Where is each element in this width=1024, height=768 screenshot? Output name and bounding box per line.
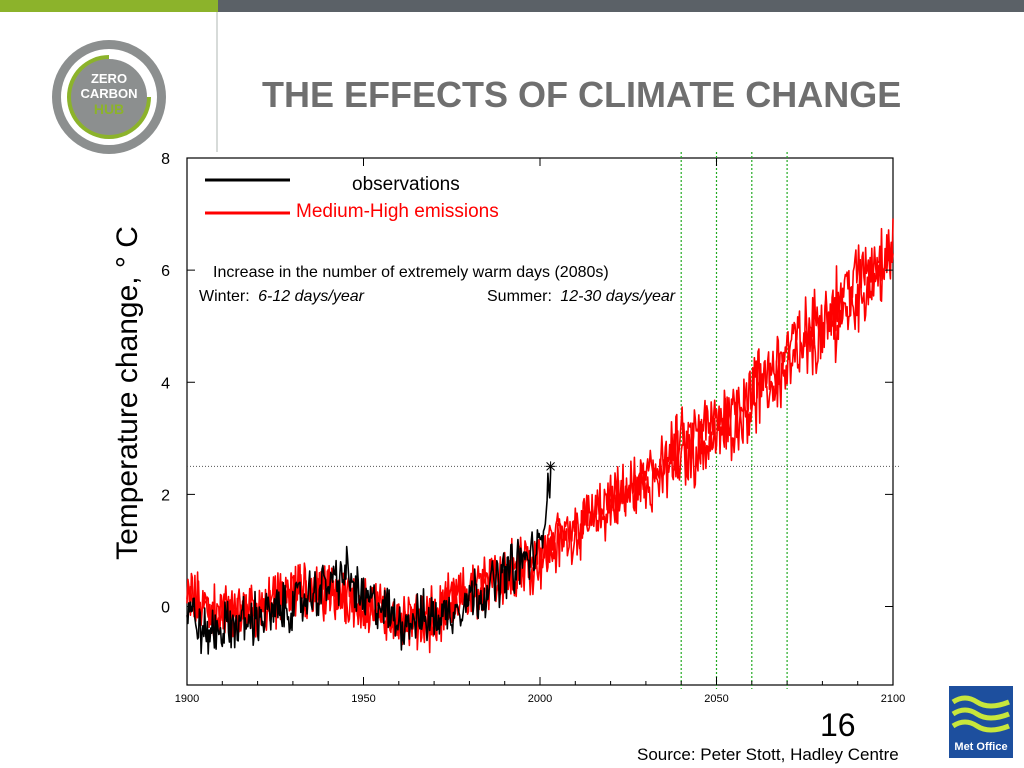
annotation-winter-label: Winter: <box>199 288 250 305</box>
annotation-heading: Increase in the number of extremely warm… <box>213 264 609 281</box>
svg-text:Summer: 12-30 days/year: Summer: 12-30 days/year <box>487 288 676 305</box>
annotation-summer-value: 12-30 days/year <box>560 288 675 305</box>
met-office-logo: Met Office <box>949 686 1013 758</box>
y-tick-label: 0 <box>161 600 170 617</box>
series-line-observations <box>186 466 552 655</box>
observation-end-marker <box>545 461 556 472</box>
source-credit: Source: Peter Stott, Hadley Centre <box>637 745 899 764</box>
x-tick-label: 2100 <box>881 693 905 705</box>
header-bar <box>218 0 1024 12</box>
legend-label-medium-high: Medium-High emissions <box>296 201 499 222</box>
x-tick-label: 1900 <box>175 693 199 705</box>
y-tick-label: 4 <box>161 375 170 392</box>
logo-text-zero: ZERO <box>91 71 127 86</box>
svg-text:Winter: 6-12 days/year: Winter: 6-12 days/year <box>199 288 365 305</box>
x-tick-label: 2000 <box>528 693 552 705</box>
zero-carbon-hub-logo: ZERO CARBON HUB <box>52 40 166 154</box>
legend-label-observations: observations <box>352 174 460 195</box>
series-lines <box>186 218 894 655</box>
axis-ticks: 1900 1950 2000 2050 2100 0 2 4 6 8 <box>161 151 905 705</box>
annotation-summer-label: Summer: <box>487 288 552 305</box>
annotation-winter-value: 6-12 days/year <box>258 288 365 305</box>
page-number: 16 <box>820 707 856 743</box>
x-tick-label: 1950 <box>351 693 375 705</box>
met-office-logo-text: Met Office <box>954 741 1007 753</box>
legend: observations Medium-High emissions <box>205 174 499 222</box>
x-tick-label: 2050 <box>704 693 728 705</box>
annotation: Increase in the number of extremely warm… <box>199 264 676 305</box>
header-divider <box>216 12 218 152</box>
logo-text-carbon: CARBON <box>80 86 137 101</box>
slide-title: THE EFFECTS OF CLIMATE CHANGE <box>262 74 902 115</box>
y-tick-label: 6 <box>161 263 170 280</box>
y-tick-label: 2 <box>161 487 170 504</box>
y-axis-label: Temperature change, ° C <box>111 226 144 560</box>
y-tick-label: 8 <box>161 151 170 168</box>
header-accent-bar <box>0 0 218 12</box>
logo-text-hub: HUB <box>94 101 124 117</box>
series-line-scenario-run-2 <box>186 218 894 654</box>
marker-stroke <box>546 461 555 471</box>
